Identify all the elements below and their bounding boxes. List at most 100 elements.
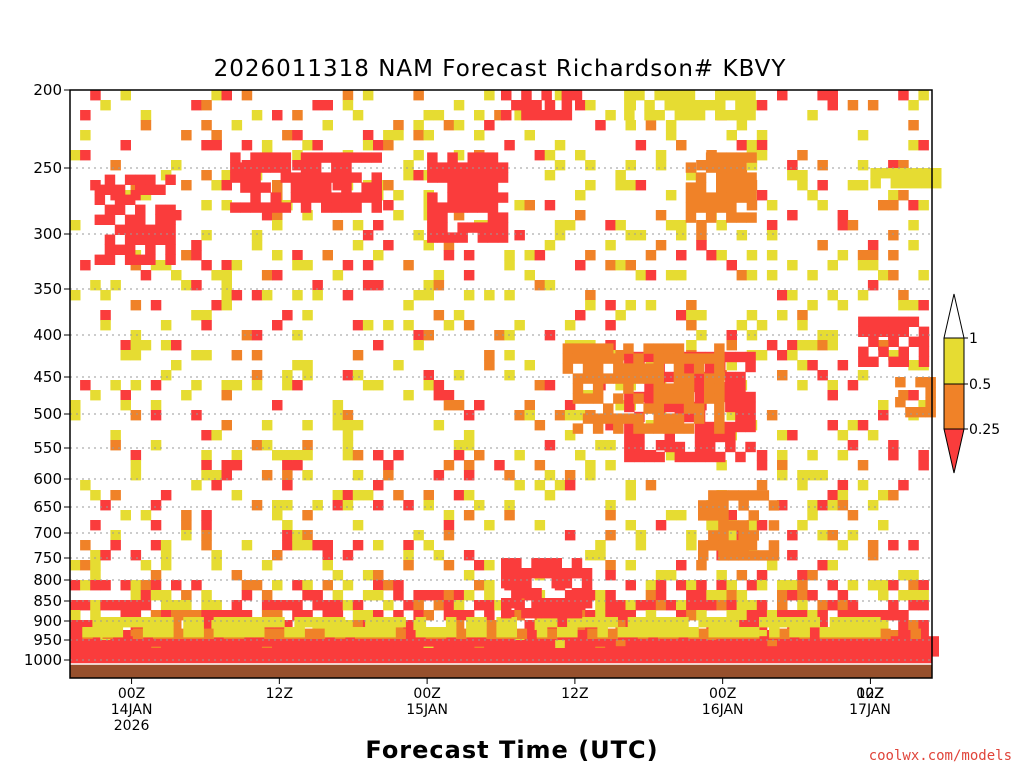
ri-cell — [413, 120, 424, 131]
ri-cell — [383, 180, 394, 191]
ri-region-cell — [497, 172, 509, 183]
ri-cell — [110, 440, 121, 451]
ri-region-cell — [890, 178, 902, 189]
ri-cell — [837, 500, 849, 511]
ri-cell — [433, 270, 445, 281]
ri-cell — [564, 530, 576, 541]
ri-cell — [575, 450, 586, 461]
ri-cell — [70, 630, 81, 641]
ri-region-cell — [684, 100, 696, 111]
ri-cell — [605, 110, 616, 121]
ri-cell — [625, 580, 636, 591]
ri-region-cell — [768, 540, 780, 551]
ri-cell — [544, 240, 556, 251]
ri-cell — [514, 480, 525, 491]
ri-region-cell — [272, 636, 283, 647]
ri-region-cell — [497, 212, 509, 223]
ri-region-cell — [715, 90, 726, 101]
ri-region-cell — [135, 204, 146, 215]
ri-cell — [403, 550, 414, 561]
ri-cell — [322, 560, 333, 571]
ri-region-cell — [250, 162, 261, 173]
ri-region-cell — [94, 194, 106, 205]
ri-cell — [787, 340, 798, 351]
ri-cell — [746, 620, 758, 631]
ri-region-cell — [664, 90, 675, 101]
ri-region-cell — [718, 550, 729, 561]
ri-cell — [352, 610, 364, 621]
ri-region-cell — [261, 636, 273, 647]
legend-under-triangle — [943, 428, 965, 474]
ri-region-cell — [728, 550, 739, 561]
ri-cell — [160, 320, 172, 331]
ri-cell — [80, 150, 91, 161]
ri-cell — [443, 560, 455, 571]
ri-cell — [696, 610, 707, 621]
ri-cell — [403, 620, 414, 631]
ri-region-cell — [561, 110, 573, 121]
ri-cell — [746, 520, 758, 531]
ri-cell — [595, 590, 606, 601]
ri-region-cell — [457, 172, 468, 183]
ri-region-cell — [477, 162, 489, 173]
ri-cell — [867, 100, 879, 111]
ri-cell — [736, 610, 748, 621]
ri-region-cell — [314, 628, 326, 639]
ri-region-cell — [457, 162, 468, 173]
ri-cell — [231, 490, 243, 501]
ri-cell — [534, 380, 546, 391]
ri-region-cell — [624, 441, 635, 453]
ri-cell — [251, 370, 263, 381]
ri-cell — [484, 600, 495, 611]
ri-cell — [474, 130, 485, 141]
ri-cell — [544, 380, 556, 391]
ri-region-cell — [477, 232, 489, 243]
ri-region-cell — [890, 168, 902, 179]
ri-region-cell — [647, 617, 659, 628]
ri-region-cell — [280, 152, 292, 163]
ri-region-cell — [546, 617, 558, 628]
ri-region-cell — [501, 578, 512, 589]
ri-cell — [383, 470, 394, 481]
ri-cell — [292, 290, 303, 301]
ri-cell — [807, 300, 818, 311]
ri-region-cell — [857, 636, 869, 647]
ri-cell — [716, 250, 727, 261]
ri-cell — [605, 500, 616, 511]
ri-region-cell — [300, 182, 312, 193]
ri-region-cell — [643, 423, 654, 434]
ri-region-cell — [447, 152, 458, 163]
ri-region-cell — [130, 636, 142, 647]
ri-region-cell — [736, 212, 747, 223]
ri-cell — [857, 260, 869, 271]
ri-cell — [756, 570, 768, 581]
ri-cell — [342, 600, 354, 611]
ri-cell — [655, 150, 667, 161]
ri-cell — [716, 590, 727, 601]
ri-region-cell — [685, 162, 697, 173]
ri-cell — [413, 600, 424, 611]
ri-region-cell — [331, 152, 342, 163]
ri-cell — [585, 550, 596, 561]
ri-region-cell — [582, 363, 594, 374]
ri-cell — [403, 600, 414, 611]
ri-region-cell — [735, 401, 746, 413]
ri-cell — [575, 210, 586, 221]
ri-region-cell — [140, 636, 152, 647]
ri-cell — [403, 320, 414, 331]
y-tick-label: 500 — [33, 405, 62, 423]
ri-cell — [544, 470, 556, 481]
ri-region-cell — [135, 214, 146, 225]
ri-region-cell — [211, 636, 222, 647]
ri-region-cell — [674, 451, 686, 463]
ri-region-cell — [918, 346, 930, 357]
x-tick-label: 00Z — [118, 686, 145, 702]
ri-region-cell — [653, 403, 664, 414]
ri-region-cell — [383, 636, 394, 647]
ri-cell — [282, 520, 293, 531]
credit-link[interactable]: coolwx.com/models — [869, 748, 1012, 764]
ri-region-cell — [457, 182, 468, 193]
ri-region-cell — [653, 363, 664, 374]
